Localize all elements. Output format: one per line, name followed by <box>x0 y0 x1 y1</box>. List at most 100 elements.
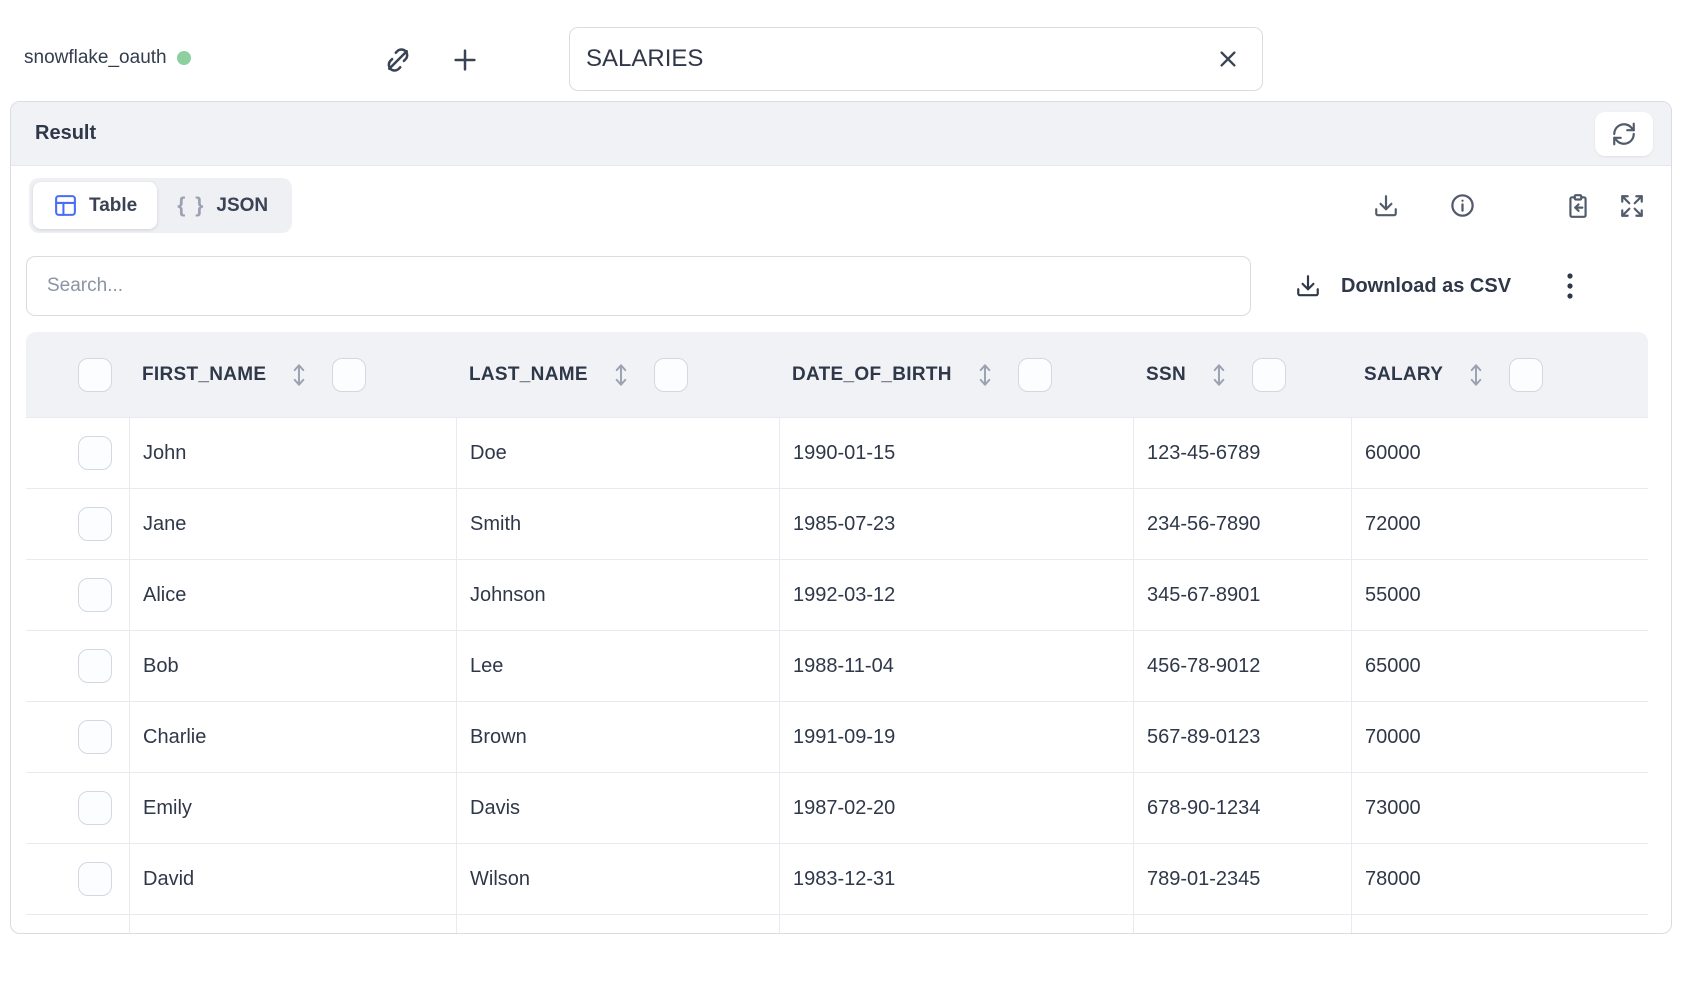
table-cell: 1991-09-19 <box>779 702 1133 772</box>
row-select-cell <box>26 915 129 933</box>
table-header-row: FIRST_NAME LAST_NAME DATE_OF_BIRTH SSN SALAR… <box>26 332 1648 417</box>
select-all-cell <box>26 332 129 417</box>
table-cell <box>129 915 456 933</box>
table-cell: 789-01-2345 <box>1133 844 1351 914</box>
row-checkbox[interactable] <box>78 791 112 825</box>
table-cell: 234-56-7890 <box>1133 489 1351 559</box>
table-cell: 65000 <box>1351 631 1648 701</box>
info-button[interactable] <box>1447 191 1477 221</box>
table-cell: Johnson <box>456 560 779 630</box>
column-checkbox[interactable] <box>653 357 688 392</box>
row-checkbox[interactable] <box>78 862 112 896</box>
plus-icon <box>450 45 480 75</box>
result-table: FIRST_NAME LAST_NAME DATE_OF_BIRTH SSN SALAR… <box>26 332 1648 933</box>
table-cell: 123-45-6789 <box>1133 418 1351 488</box>
table-cell: 1988-11-04 <box>779 631 1133 701</box>
tab-json-label: JSON <box>216 194 269 216</box>
row-select-cell <box>26 489 129 559</box>
column-header-label: LAST_NAME <box>469 363 588 385</box>
view-toggle-group: Table { } JSON <box>29 178 293 233</box>
table-name-input[interactable] <box>586 45 1214 73</box>
disconnect-button[interactable] <box>382 44 414 76</box>
download-csv-button[interactable]: Download as CSV <box>1295 273 1511 299</box>
connection-selector[interactable]: snowflake_oauth <box>24 47 191 69</box>
table-cell <box>1133 915 1351 933</box>
column-header-label: DATE_OF_BIRTH <box>792 363 952 385</box>
row-checkbox[interactable] <box>78 649 112 683</box>
row-checkbox[interactable] <box>78 720 112 754</box>
sort-icon[interactable] <box>1469 361 1483 389</box>
table-cell: 567-89-0123 <box>1133 702 1351 772</box>
table-cell: 678-90-1234 <box>1133 773 1351 843</box>
table-row: David Wilson 1983-12-31 789-01-2345 78000 <box>26 843 1648 914</box>
table-cell: John <box>129 418 456 488</box>
table-row: Bob Lee 1988-11-04 456-78-9012 65000 <box>26 630 1648 701</box>
column-header-first_name: FIRST_NAME <box>129 332 456 417</box>
table-cell: 456-78-9012 <box>1133 631 1351 701</box>
connection-label: snowflake_oauth <box>24 47 167 68</box>
sort-icon[interactable] <box>1212 361 1226 389</box>
table-cell: Wilson <box>456 844 779 914</box>
sort-icon[interactable] <box>614 361 628 389</box>
row-checkbox[interactable] <box>78 507 112 541</box>
column-checkbox[interactable] <box>1251 357 1286 392</box>
refresh-button[interactable] <box>1595 112 1653 156</box>
column-header-ssn: SSN <box>1133 332 1351 417</box>
table-cell: David <box>129 844 456 914</box>
column-header-label: SSN <box>1146 363 1186 385</box>
top-bar: snowflake_oauth <box>0 0 1682 101</box>
expand-button[interactable] <box>1617 191 1647 221</box>
tab-json[interactable]: { } JSON <box>157 182 288 229</box>
table-row: Jane Smith 1985-07-23 234-56-7890 72000 <box>26 488 1648 559</box>
more-options-button[interactable] <box>1557 271 1583 301</box>
table-cell: 73000 <box>1351 773 1648 843</box>
row-select-cell <box>26 631 129 701</box>
table-cell: Davis <box>456 773 779 843</box>
json-braces-icon: { } <box>177 193 206 217</box>
column-checkbox[interactable] <box>332 357 367 392</box>
tab-table[interactable]: Table <box>33 182 158 229</box>
info-icon <box>1449 192 1476 219</box>
column-checkbox[interactable] <box>1017 357 1052 392</box>
expand-icon <box>1619 193 1645 219</box>
select-all-checkbox[interactable] <box>78 357 112 392</box>
table-cell: Doe <box>456 418 779 488</box>
table-cell: 1990-01-15 <box>779 418 1133 488</box>
add-query-button[interactable] <box>449 44 481 76</box>
sort-icon[interactable] <box>292 361 306 389</box>
result-header: Result <box>11 102 1671 166</box>
table-cell: Lee <box>456 631 779 701</box>
table-cell: Bob <box>129 631 456 701</box>
download-icon <box>1295 273 1321 299</box>
copy-to-clipboard-button[interactable] <box>1563 191 1593 221</box>
table-cell: 1987-02-20 <box>779 773 1133 843</box>
sort-icon[interactable] <box>978 361 992 389</box>
column-header-date_of_birth: DATE_OF_BIRTH <box>779 332 1133 417</box>
row-select-cell <box>26 844 129 914</box>
download-button[interactable] <box>1371 191 1401 221</box>
table-cell <box>779 915 1133 933</box>
table-row: Charlie Brown 1991-09-19 567-89-0123 70000 <box>26 701 1648 772</box>
table-cell <box>456 915 779 933</box>
column-header-label: FIRST_NAME <box>142 363 267 385</box>
table-cell: 78000 <box>1351 844 1648 914</box>
table-cell <box>1351 915 1648 933</box>
row-checkbox[interactable] <box>78 436 112 470</box>
row-select-cell <box>26 560 129 630</box>
search-input[interactable] <box>26 256 1251 316</box>
table-row-partial <box>26 914 1648 933</box>
table-cell: 1992-03-12 <box>779 560 1133 630</box>
row-select-cell <box>26 702 129 772</box>
table-cell: 1983-12-31 <box>779 844 1133 914</box>
table-row: Alice Johnson 1992-03-12 345-67-8901 55000 <box>26 559 1648 630</box>
table-cell: 72000 <box>1351 489 1648 559</box>
table-cell: Brown <box>456 702 779 772</box>
row-checkbox[interactable] <box>78 578 112 612</box>
clipboard-icon <box>1565 193 1591 219</box>
table-cell: Jane <box>129 489 456 559</box>
column-checkbox[interactable] <box>1509 357 1544 392</box>
table-name-field <box>569 27 1263 91</box>
result-body: Table { } JSON <box>11 166 1671 933</box>
clear-input-button[interactable] <box>1214 45 1242 73</box>
table-cell: 55000 <box>1351 560 1648 630</box>
